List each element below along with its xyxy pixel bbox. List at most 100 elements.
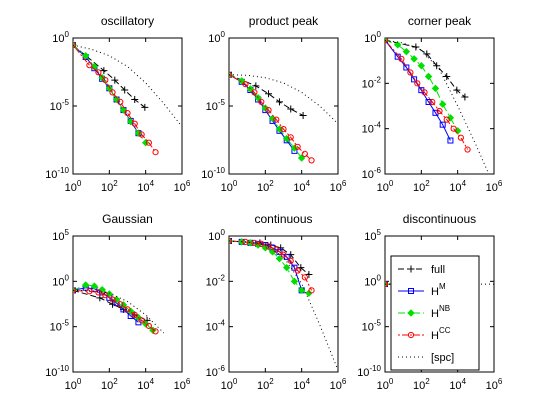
y-tick-label: 100 [52, 273, 69, 288]
data-point-HM [425, 99, 432, 106]
data-point-HCC [429, 98, 436, 106]
x-tick-label: 104 [449, 377, 466, 392]
data-point-HCC [258, 240, 265, 247]
data-point-HCC [280, 126, 287, 133]
plot-area [73, 41, 182, 156]
data-point-HNB [438, 100, 447, 108]
data-point-HNB [81, 51, 90, 60]
y-tick-label: 10-5 [50, 98, 70, 113]
y-tick-label: 10-5 [50, 319, 70, 334]
data-point-full [287, 105, 295, 113]
subplot-0: oscillatory 100 102 104 106 100 10-5 10-10 [45, 14, 191, 194]
data-point-HCC [457, 134, 464, 141]
axes-frame [228, 235, 339, 373]
y-tick-label: 10-2 [206, 273, 226, 288]
y-tick-label: 100 [208, 228, 225, 243]
subplot-2: corner peak 100 102 104 106 100 10-2 10-4 10-6 [362, 14, 503, 194]
y-tick-label: 10-10 [45, 166, 69, 181]
axes-frame [228, 37, 339, 175]
y-tick-label: 100 [364, 30, 381, 45]
x-tick-label: 100 [65, 179, 82, 194]
x-tick-label: 100 [377, 377, 394, 392]
x-tick-label: 106 [330, 179, 347, 194]
data-point-HCC [251, 239, 258, 246]
data-point-HCC [414, 80, 421, 87]
data-point-HCC [265, 106, 272, 114]
data-point-HM [439, 121, 446, 128]
series-line-HCC [385, 39, 469, 150]
data-point-HCC [301, 274, 308, 281]
y-tick-label: 100 [208, 30, 225, 45]
data-point-HCC [242, 238, 249, 245]
data-point-full [121, 86, 129, 94]
data-point-HCC [398, 55, 405, 62]
data-point-HNB [275, 254, 284, 263]
data-point-full [433, 62, 441, 70]
data-point-HCC [385, 280, 389, 288]
x-tick-label: 106 [174, 377, 191, 392]
plot-area [229, 237, 338, 371]
data-point-HCC [145, 322, 152, 330]
data-point-HCC [301, 150, 308, 158]
legend-label-HM: HM [431, 282, 446, 298]
x-tick-label: 104 [449, 179, 466, 194]
x-tick-label: 102 [257, 179, 274, 194]
y-tick-label: 105 [364, 228, 381, 243]
y-tick-label: 10-2 [362, 75, 382, 90]
data-point-HNB [119, 106, 128, 114]
data-point-HNB [90, 282, 99, 290]
data-point-full [131, 96, 139, 104]
data-point-HCC [308, 287, 315, 294]
x-tick-label: 106 [330, 377, 347, 392]
data-point-HNB [105, 84, 114, 93]
data-point-HNB [424, 72, 433, 81]
data-point-HNB [141, 138, 150, 147]
data-point-HCC [308, 157, 315, 164]
series-line-HNB [73, 44, 147, 144]
data-point-HCC [109, 89, 116, 96]
data-point-HM [411, 76, 418, 83]
legend-box [390, 255, 480, 371]
data-point-HCC [95, 69, 102, 76]
data-point-full [111, 76, 119, 84]
data-point-HNB [431, 84, 440, 93]
legend-marker-HCC [407, 331, 415, 339]
data-point-HNB [237, 77, 246, 85]
y-tick-label: 105 [52, 228, 69, 243]
series-line-HCC [229, 240, 313, 291]
data-point-HCC [86, 62, 93, 69]
data-point-HCC [464, 146, 471, 153]
data-point-HCC [73, 287, 77, 294]
x-tick-label: 102 [101, 179, 118, 194]
data-point-full [275, 98, 283, 106]
x-tick-label: 102 [257, 377, 274, 392]
legend-label-HNB: HNB [431, 304, 450, 320]
x-tick-label: 100 [221, 179, 238, 194]
data-point-HCC [152, 149, 159, 156]
data-point-HNB [81, 281, 90, 289]
data-point-HCC [109, 296, 116, 303]
data-point-HCC [131, 311, 138, 318]
x-tick-label: 100 [65, 377, 82, 392]
subplot-3: Gaussian 100 102 104 106 105 100 10-5 10-10 [45, 212, 191, 392]
data-point-HNB [290, 277, 299, 286]
x-tick-label: 104 [293, 377, 310, 392]
y-tick-label: 10-6 [362, 166, 382, 181]
legend-label-spc: [spc] [431, 352, 454, 364]
y-tick-label: 10-5 [206, 98, 226, 113]
data-point-HM [447, 137, 454, 144]
data-point-HNB [410, 55, 418, 63]
y-tick-label: 10-5 [362, 319, 382, 334]
data-point-HNB [402, 47, 411, 56]
data-point-HM [403, 64, 410, 71]
y-tick-label: 10-6 [206, 364, 226, 379]
data-point-HNB [261, 244, 270, 252]
data-point-HCC [229, 237, 233, 245]
data-point-HCC [280, 251, 287, 258]
series-line-HNB [385, 39, 459, 132]
legend: full HM HNB HCC [spc] [390, 255, 480, 371]
data-point-HNB [112, 95, 121, 104]
series-line-spc [385, 39, 490, 174]
data-point-HCC [124, 306, 131, 313]
